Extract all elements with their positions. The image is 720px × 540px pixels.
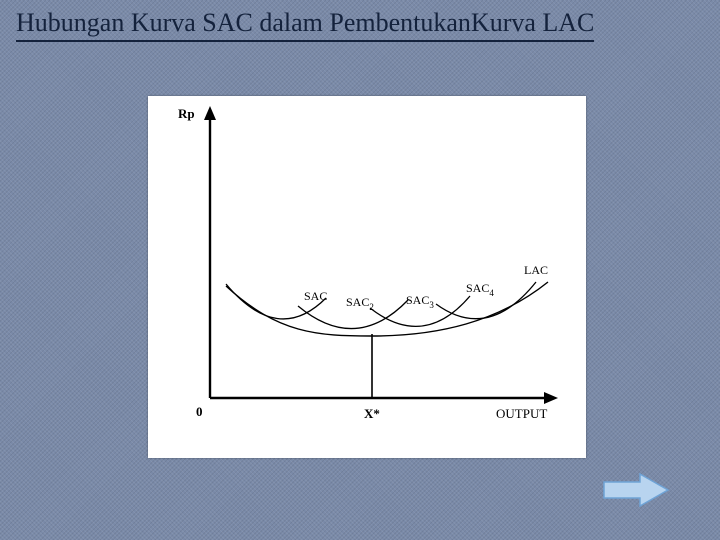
sac-lac-chart: Rp OUTPUT 0 SAC SAC2 SAC3 SAC4 <box>148 96 586 458</box>
x-axis-arrow <box>544 392 558 404</box>
lac-group: LAC <box>226 263 548 336</box>
y-axis-arrow <box>204 106 216 120</box>
sac-label-3: SAC3 <box>406 293 434 310</box>
x-axis-label: OUTPUT <box>496 406 547 421</box>
slide: Hubungan Kurva SAC dalam PembentukanKurv… <box>0 0 720 540</box>
next-button[interactable] <box>600 470 672 510</box>
origin-label: 0 <box>196 404 203 419</box>
page-title: Hubungan Kurva SAC dalam PembentukanKurv… <box>16 8 704 42</box>
sac-group: SAC SAC2 SAC3 SAC4 <box>226 281 536 329</box>
lac-label: LAC <box>524 263 548 277</box>
lac-curve <box>226 282 548 336</box>
chart-panel: Rp OUTPUT 0 SAC SAC2 SAC3 SAC4 <box>148 96 586 458</box>
sac-label-2: SAC2 <box>346 295 374 312</box>
x-star-marker: X* <box>364 334 380 421</box>
x-star-label: X* <box>364 406 380 421</box>
title-text: Hubungan Kurva SAC dalam PembentukanKurv… <box>16 8 594 42</box>
arrow-right-icon <box>600 470 672 510</box>
sac-label-1: SAC <box>304 289 327 303</box>
y-axis: Rp <box>178 106 216 398</box>
sac-label-4: SAC4 <box>466 281 494 298</box>
y-axis-label: Rp <box>178 106 195 121</box>
